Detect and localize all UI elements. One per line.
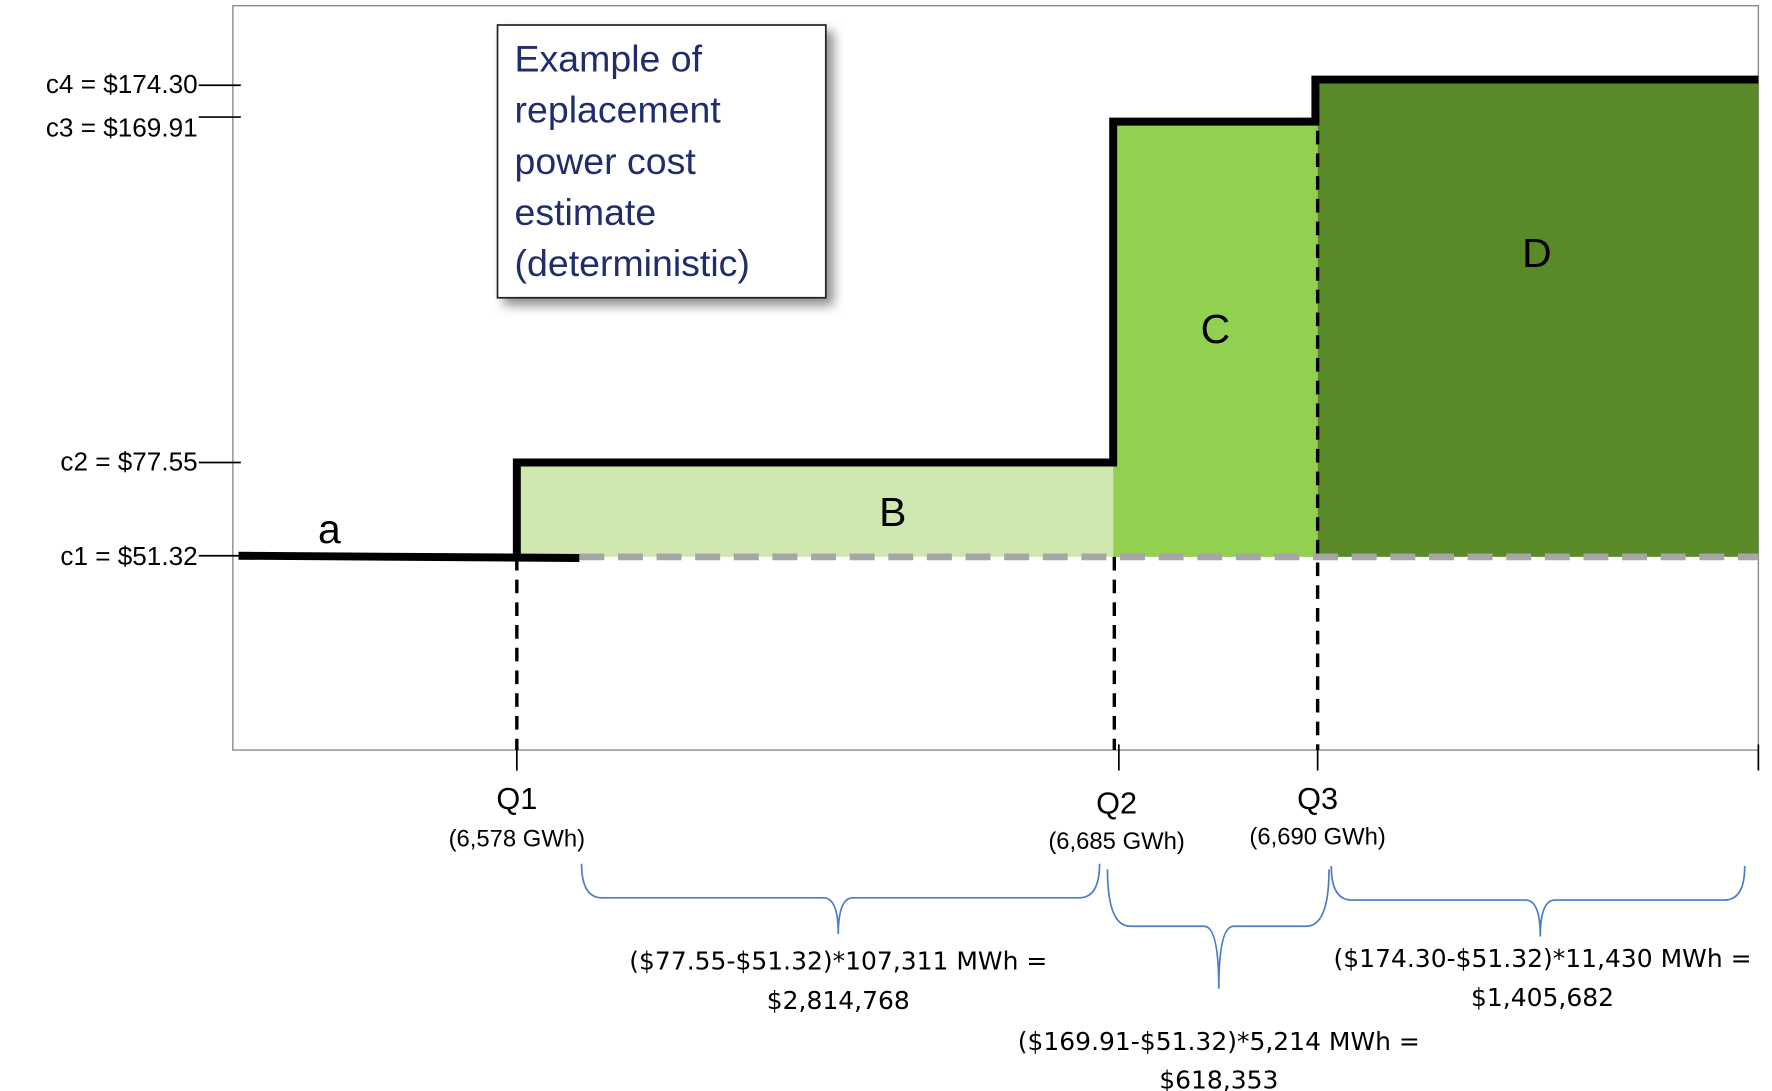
q-label: Q2 xyxy=(1096,787,1137,821)
y-label: c3 = $169.91 xyxy=(46,112,198,142)
formula-line: ($174.30-$51.32)*11,430 MWh = xyxy=(1334,944,1752,973)
region-label: C xyxy=(1201,306,1231,352)
title-line: estimate xyxy=(515,191,657,233)
formula-line: ($77.55-$51.32)*107,311 MWh = xyxy=(629,946,1047,975)
brace xyxy=(580,863,1101,935)
y-label: c1 = $51.32 xyxy=(60,541,197,571)
formula-line: $1,405,682 xyxy=(1471,983,1614,1012)
q-guides xyxy=(515,85,1320,751)
region-label: a xyxy=(318,506,341,552)
title-line: Example of xyxy=(515,38,703,80)
brace xyxy=(1330,865,1746,937)
region-label: D xyxy=(1522,230,1552,276)
brace xyxy=(1106,869,1330,989)
formula-line: ($169.91-$51.32)*5,214 MWh = xyxy=(1018,1027,1420,1056)
y-label: c2 = $77.55 xyxy=(60,446,197,476)
title-box xyxy=(496,24,827,299)
cost-step-line xyxy=(238,75,1759,562)
ticks xyxy=(198,84,1760,771)
title-line: power cost xyxy=(515,140,697,182)
title-line: replacement xyxy=(515,89,722,131)
q-label: Q1 xyxy=(496,782,537,816)
q-sub: (6,690 GWh) xyxy=(1249,823,1385,850)
formula-line: $2,814,768 xyxy=(767,986,910,1015)
q-sub: (6,685 GWh) xyxy=(1048,828,1184,855)
formula-line: $618,353 xyxy=(1159,1066,1278,1091)
region-d xyxy=(1317,79,1759,557)
y-label: c4 = $174.30 xyxy=(46,69,198,99)
region-c xyxy=(1113,121,1318,557)
q-label: Q3 xyxy=(1297,782,1338,816)
region-label: B xyxy=(879,489,906,535)
region-b xyxy=(516,462,1114,557)
q-sub: (6,578 GWh) xyxy=(449,826,585,853)
title-line: (deterministic) xyxy=(515,242,750,284)
